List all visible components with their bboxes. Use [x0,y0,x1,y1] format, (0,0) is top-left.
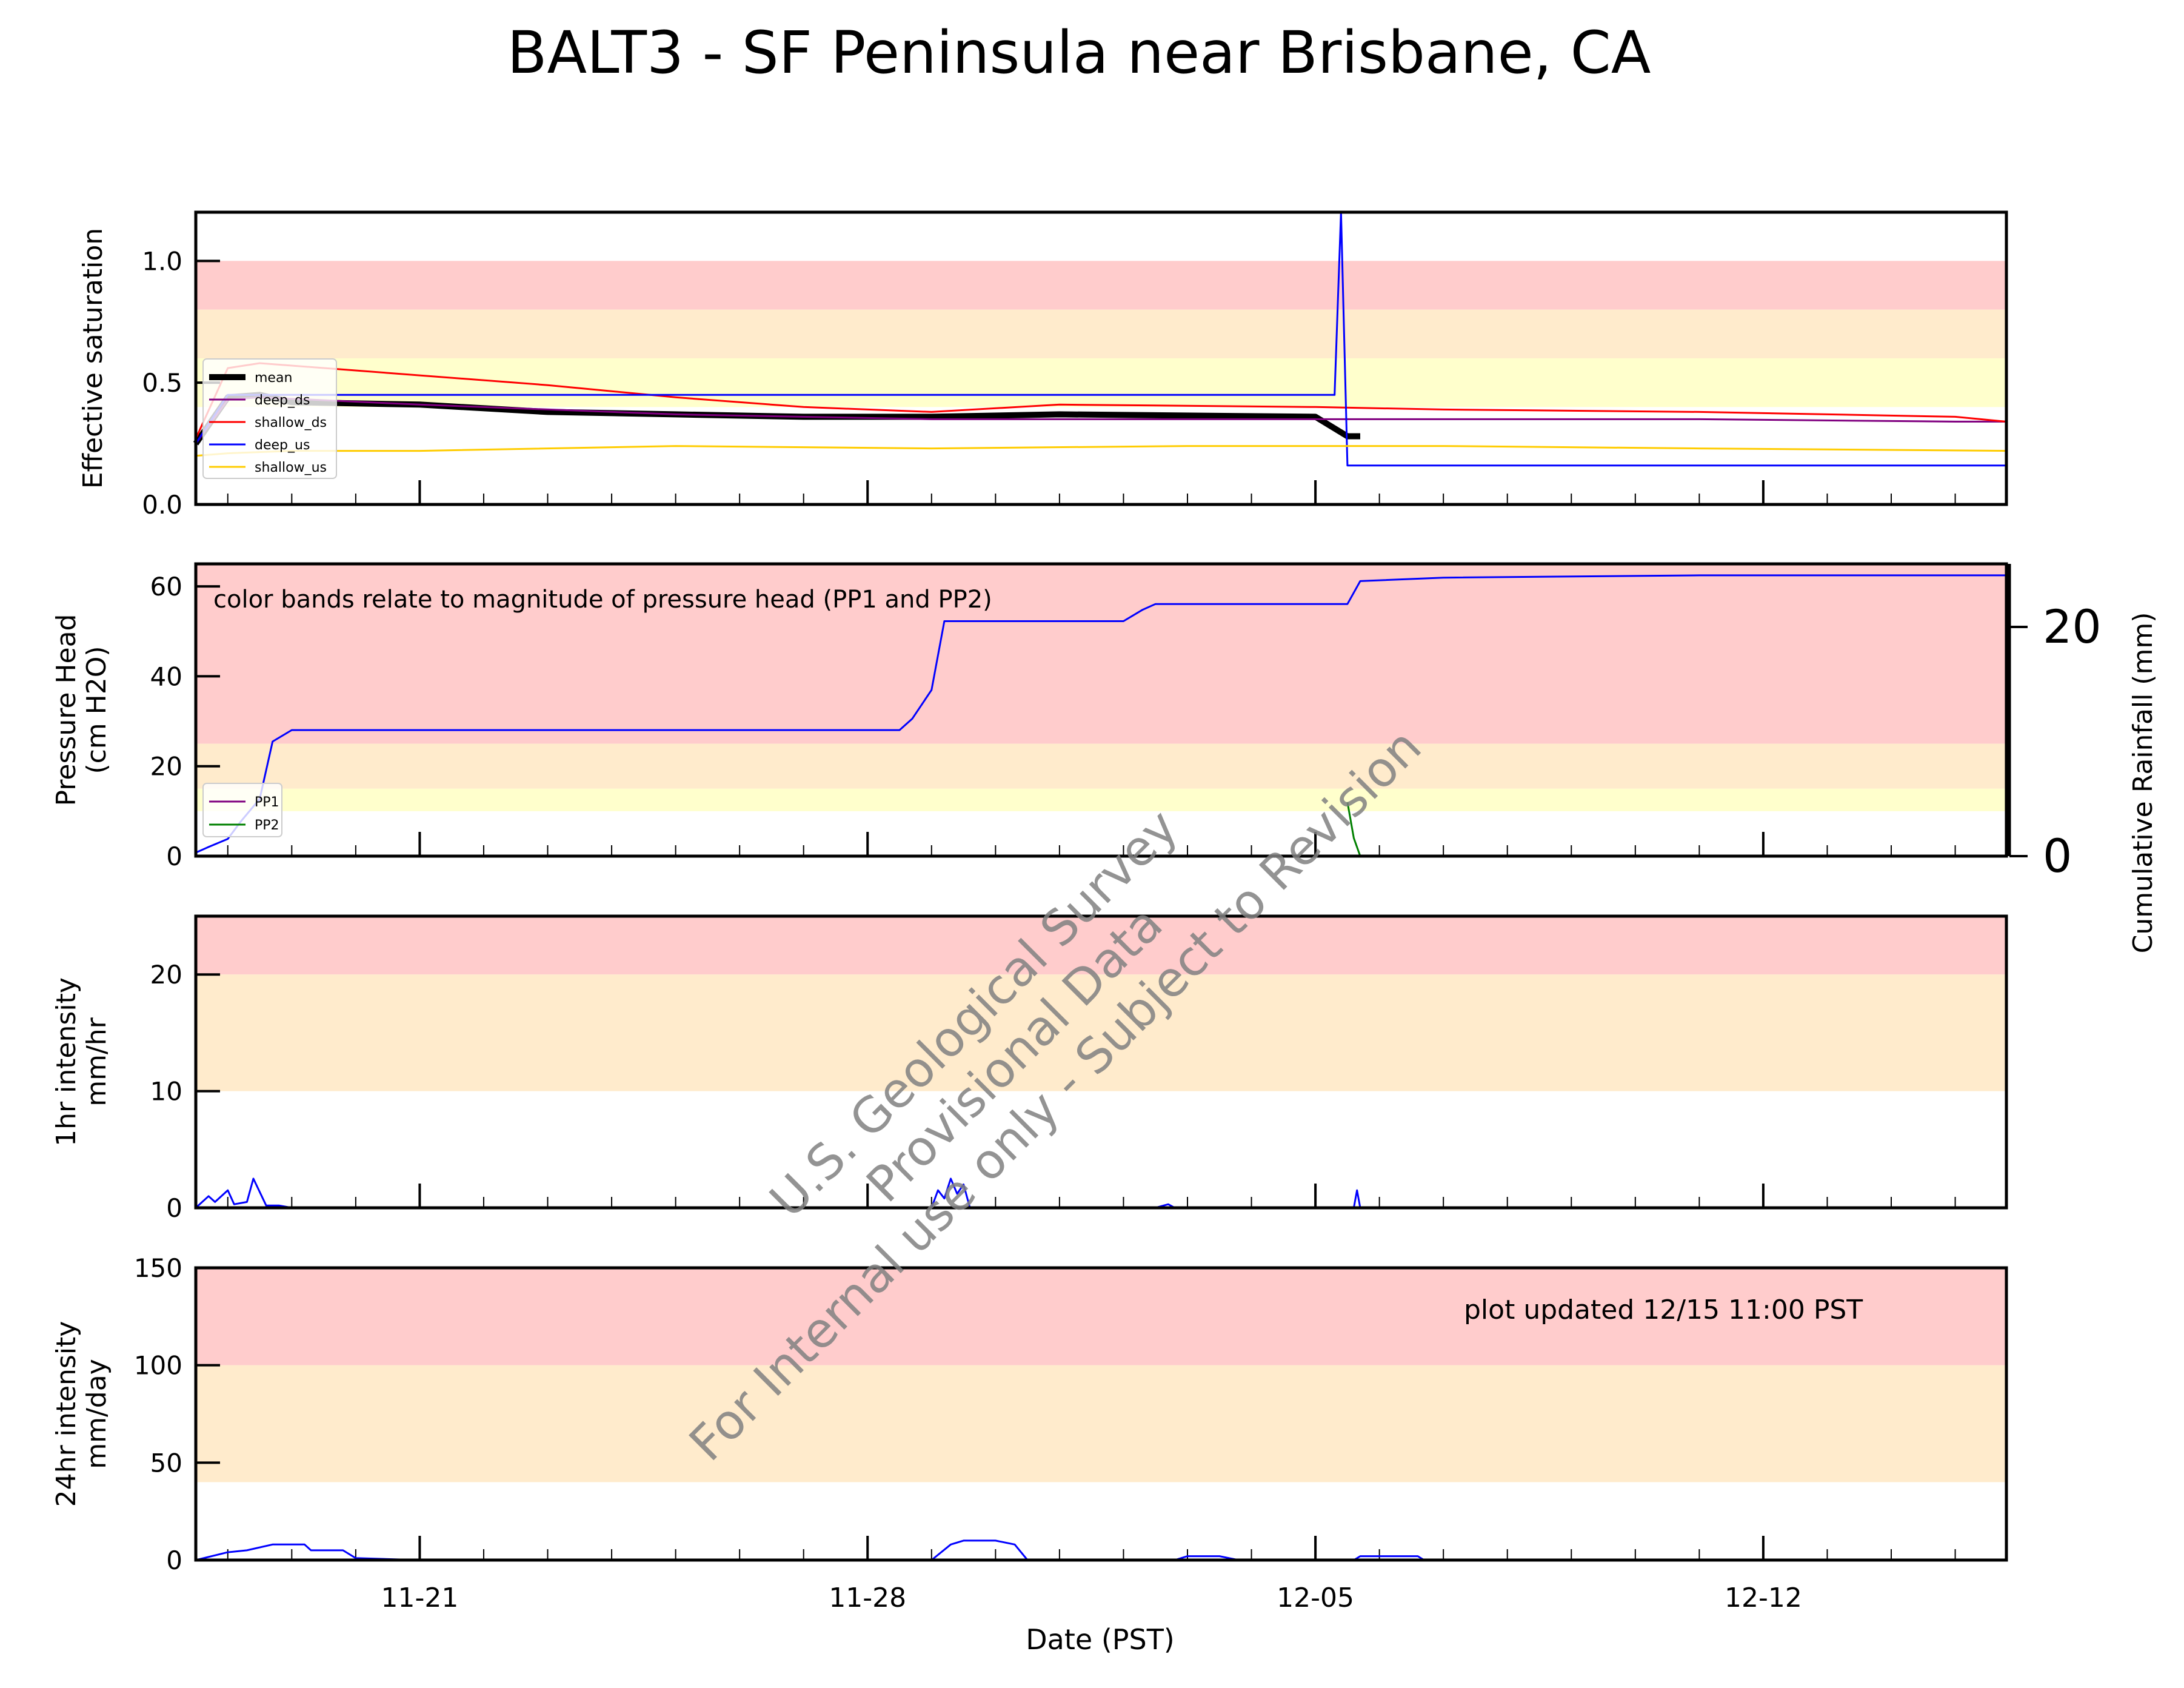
band-red [196,1268,2006,1365]
panel-2: 0 20 40 60 Pressure Head(cm H2O) PP1 PP2 [51,562,2008,871]
series-pp2 [1346,802,1361,857]
y-tick-label: 0.0 [142,490,182,520]
series-24hr-intensity [195,1539,1425,1561]
band-red [196,564,2006,744]
y-tick-label: 0 [166,1546,182,1575]
x-axis-label: Date (PST) [1026,1623,1175,1656]
band-red [196,261,2006,310]
panels: 0.0 0.5 1.0 Effective saturation mean deep_ds… [51,210,2159,1613]
legend-box [202,783,282,837]
y-tick-label: 100 [134,1351,182,1381]
series-1hr-intensity [195,1177,1361,1209]
x-tick-label: 12-05 [1277,1582,1354,1613]
band-red [196,916,2006,975]
legend-label-shallow-us: shallow_us [255,460,327,475]
right-axis: 0 20 Cumulative Rainfall (mm) [2008,564,2159,954]
band-orange [196,1365,2006,1482]
legend-label-pp1: PP1 [255,795,279,810]
y-axis-label: 24hr intensitymm/day [51,1321,112,1507]
y-tick-label: 50 [150,1448,182,1478]
legend-label-pp2: PP2 [255,818,279,833]
legend-label-mean: mean [255,370,292,386]
updated-note: plot updated 12/15 11:00 PST [1464,1294,1863,1325]
y-axis-label: 1hr intensitymm/hr [51,977,112,1147]
band-orange [196,309,2006,358]
legend-label-deep-ds: deep_ds [255,393,310,408]
series-shallow-us [195,445,2007,457]
panel-3: 0 10 20 1hr intensitymm/hr [51,914,2008,1223]
legend: PP1 PP2 [202,783,282,837]
plot-frame [194,562,2008,858]
band-yellow [196,788,2006,811]
y-tick-label: 0 [166,1193,182,1223]
right-tick-label: 20 [2043,600,2102,654]
x-tick-label: 11-21 [381,1582,458,1613]
y-tick-label: 0.5 [142,368,182,398]
band-orange [196,974,2006,1091]
y-tick-label: 150 [134,1253,182,1283]
panel-1: 0.0 0.5 1.0 Effective saturation mean deep_ds… [78,210,2008,520]
y-tick-label: 10 [150,1077,182,1107]
plot-frame [194,914,2008,1210]
plot-frame [194,210,2008,506]
y-tick-label: 1.0 [142,246,182,276]
chart-title: BALT3 - SF Peninsula near Brisbane, CA [507,19,1651,87]
right-axis-label: Cumulative Rainfall (mm) [2128,612,2159,954]
y-tick-label: 40 [150,661,182,691]
right-tick-label: 0 [2043,829,2072,883]
y-axis-label: Effective saturation [78,228,109,489]
legend-label-deep-us: deep_us [255,438,310,453]
plot-frame [194,1266,2008,1562]
legend-label-shallow-ds: shallow_ds [255,415,327,430]
band-yellow [196,358,2006,407]
y-tick-label: 20 [150,960,182,990]
band-orange [196,743,2006,789]
y-axis-label: Pressure Head(cm H2O) [51,614,112,806]
legend-box [202,358,337,479]
y-tick-label: 20 [150,752,182,782]
pressure-note: color bands relate to magnitude of press… [213,586,992,614]
y-tick-label: 60 [150,572,182,601]
x-tick-label: 12-12 [1725,1582,1802,1613]
panel-4: 0 50 100 150 24hr intensitymm/day [51,1253,2008,1575]
legend: mean deep_ds shallow_ds deep_us shallow_us [202,358,337,479]
x-tick-label: 11-28 [829,1582,906,1613]
y-tick-label: 0 [166,842,182,871]
